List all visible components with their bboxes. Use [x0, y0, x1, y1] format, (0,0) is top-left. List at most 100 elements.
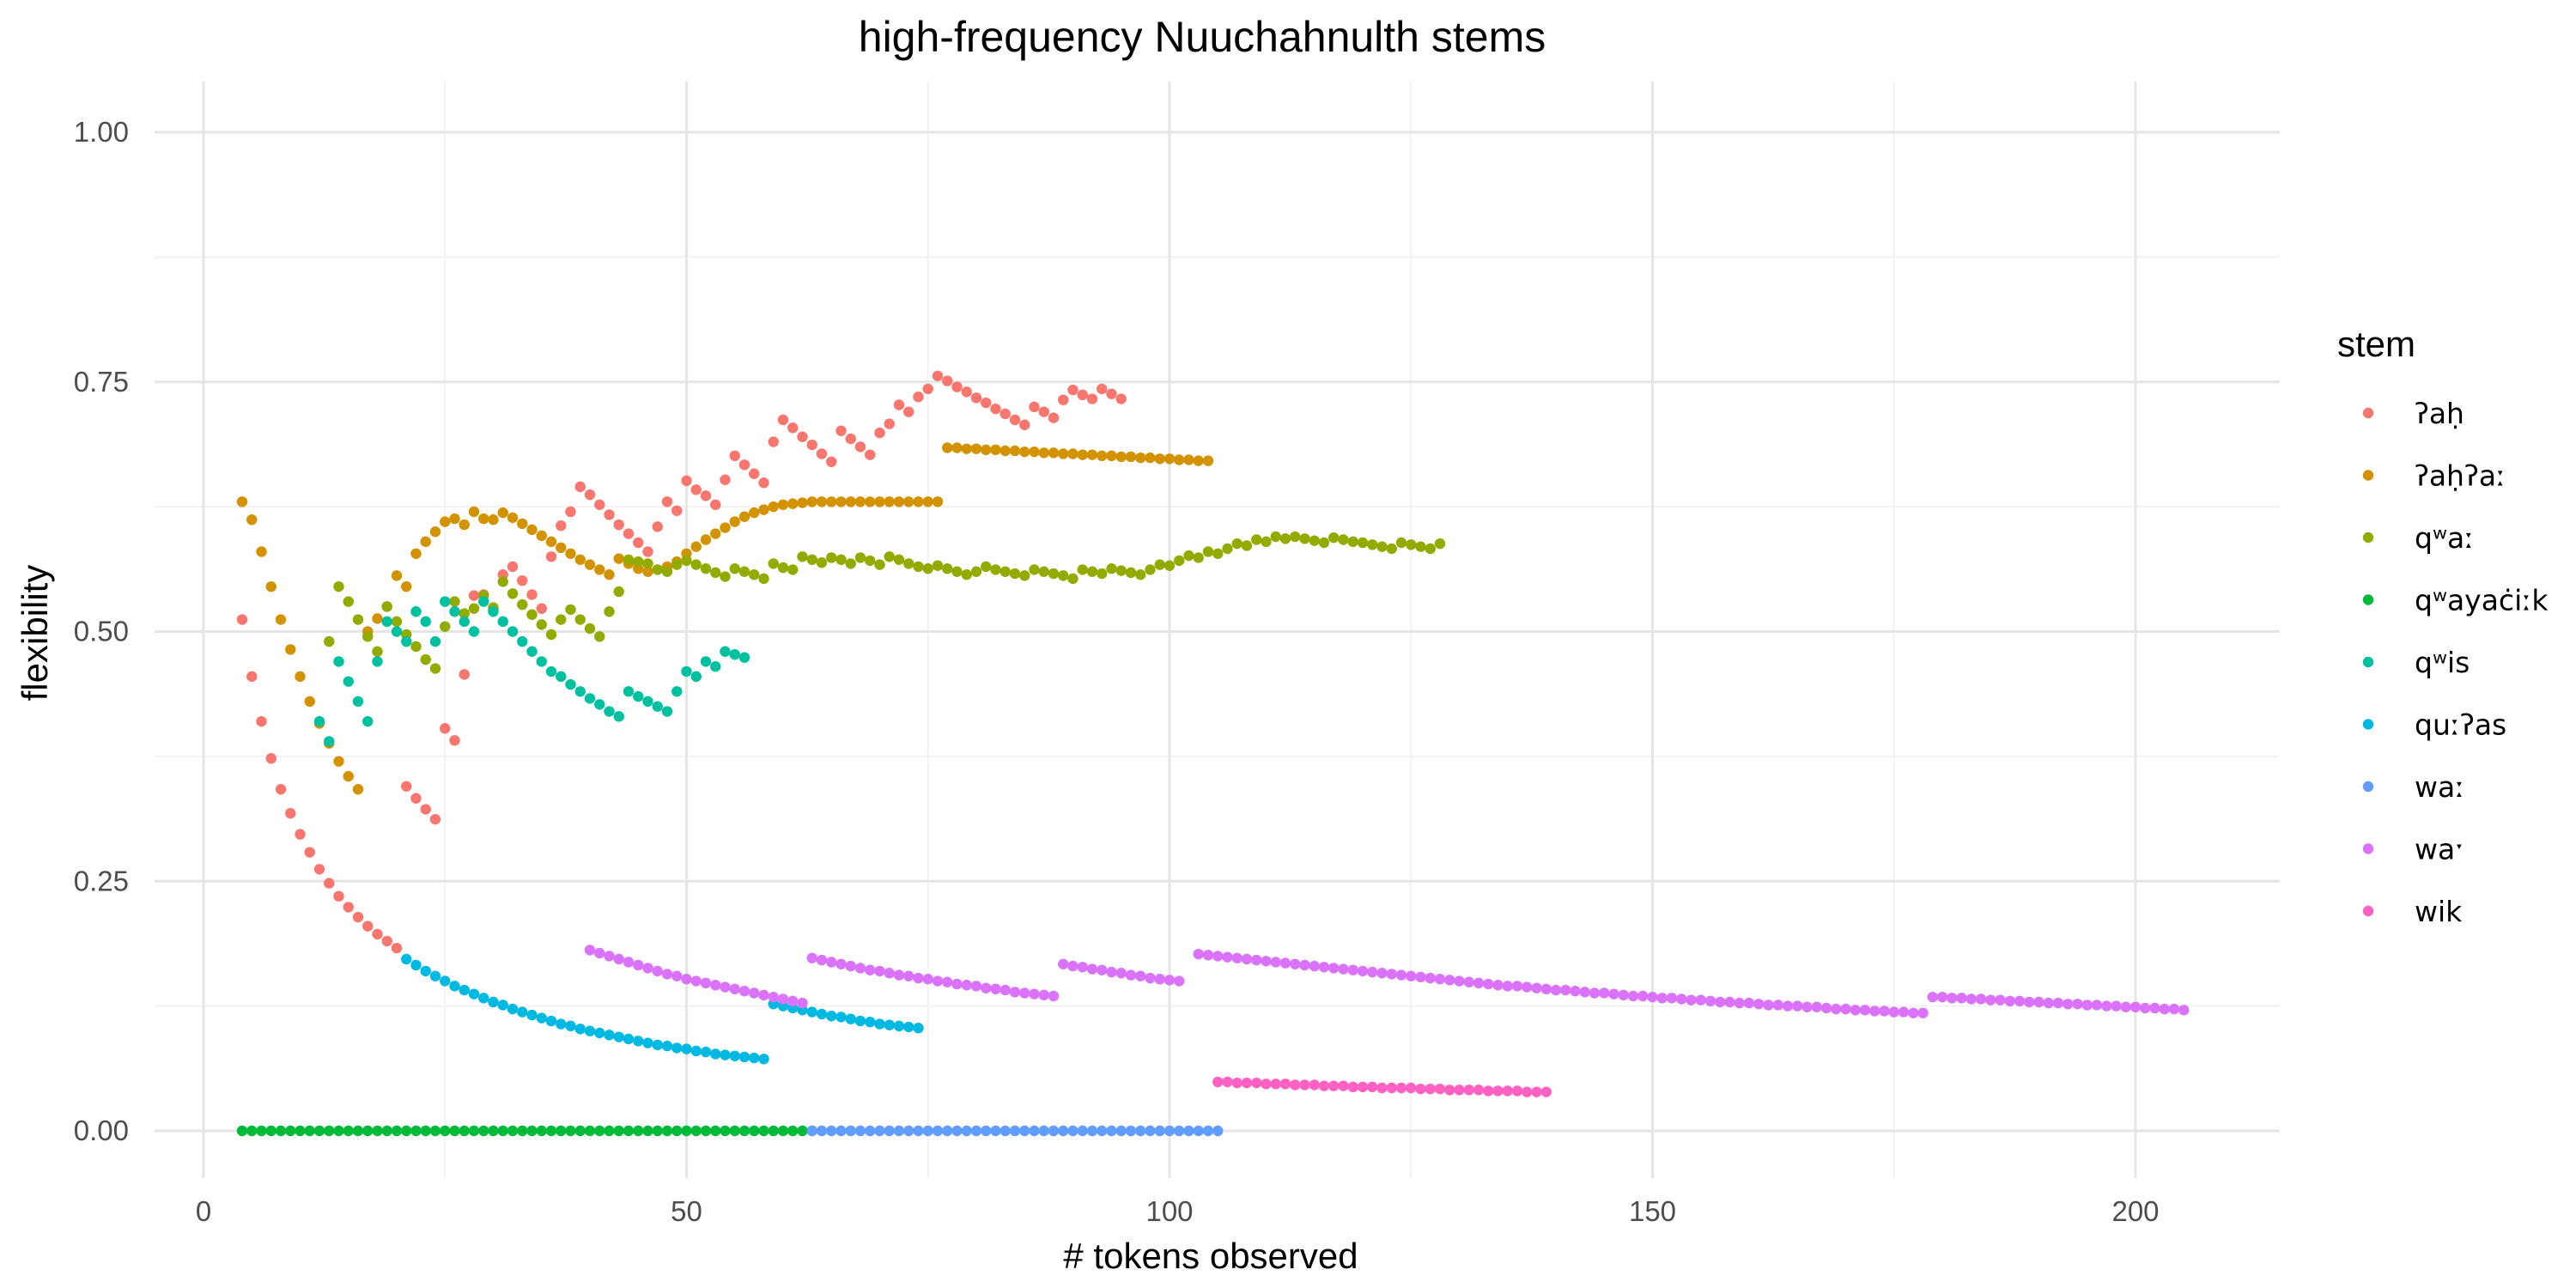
data-point	[884, 418, 895, 429]
data-point	[2091, 999, 2103, 1011]
data-point	[604, 706, 615, 717]
data-point	[285, 644, 296, 655]
data-point	[1820, 1002, 1832, 1014]
data-point	[2129, 1001, 2142, 1012]
data-point	[1231, 538, 1242, 550]
data-point	[720, 522, 731, 533]
data-point	[1279, 1078, 1291, 1090]
data-point	[845, 1125, 856, 1137]
data-point	[1058, 958, 1069, 969]
data-point	[874, 427, 885, 439]
data-point	[1058, 448, 1069, 459]
data-point	[865, 555, 876, 567]
data-point	[1019, 987, 1030, 999]
data-point	[981, 561, 992, 573]
data-point	[738, 1051, 750, 1063]
data-point	[1724, 996, 1735, 1008]
data-point	[1425, 972, 1436, 984]
data-point	[536, 603, 547, 614]
data-point	[845, 558, 856, 569]
data-point	[990, 564, 1001, 575]
data-point	[729, 1125, 740, 1137]
data-point	[1077, 1125, 1088, 1137]
data-point	[854, 496, 866, 507]
data-point	[1154, 559, 1165, 570]
data-point	[1058, 1125, 1069, 1137]
data-point	[1985, 994, 1996, 1005]
data-point	[574, 1024, 586, 1035]
data-point	[478, 1125, 489, 1137]
data-point	[681, 475, 692, 487]
data-point	[1406, 539, 1417, 550]
data-point	[420, 616, 431, 628]
data-point	[391, 626, 403, 637]
data-point	[1029, 1125, 1040, 1137]
data-point	[777, 562, 789, 574]
data-point	[2120, 1001, 2131, 1012]
data-point	[738, 511, 750, 522]
data-point	[1067, 960, 1078, 972]
data-point	[1492, 1085, 1504, 1097]
data-point	[401, 635, 412, 647]
data-point	[1328, 1080, 1340, 1091]
data-point	[478, 596, 489, 607]
data-point	[932, 496, 944, 507]
data-point	[1145, 564, 1156, 575]
data-point	[835, 425, 847, 436]
data-point	[806, 439, 817, 451]
data-point	[429, 663, 441, 674]
x-axis-title: # tokens observed	[1063, 1236, 1358, 1276]
data-point	[1145, 1125, 1156, 1137]
data-point	[1163, 975, 1176, 986]
data-point	[835, 496, 847, 507]
data-point	[285, 1125, 296, 1137]
data-point	[1579, 987, 1590, 998]
data-point	[333, 656, 344, 667]
data-point	[1367, 966, 1378, 978]
data-point	[652, 965, 663, 977]
data-point	[236, 1125, 248, 1137]
data-point	[690, 1125, 702, 1137]
data-point	[1019, 570, 1030, 581]
legend-label: qʷis	[2415, 646, 2470, 679]
data-point	[1318, 962, 1330, 973]
data-point	[826, 1125, 837, 1137]
data-point	[613, 519, 624, 531]
data-point	[372, 613, 383, 624]
data-point	[749, 569, 760, 580]
data-point	[738, 652, 750, 663]
data-point	[913, 496, 924, 507]
data-point	[449, 981, 460, 992]
data-point	[758, 573, 769, 585]
series	[313, 596, 750, 747]
data-point	[459, 616, 470, 628]
data-point	[1251, 954, 1262, 966]
data-point	[749, 987, 760, 999]
data-point	[459, 984, 470, 996]
data-point	[1097, 450, 1108, 462]
data-point	[333, 890, 344, 902]
data-point	[333, 580, 344, 592]
data-point	[652, 564, 663, 575]
data-point	[1231, 1077, 1242, 1089]
data-point	[391, 942, 403, 954]
data-point	[429, 1125, 441, 1137]
data-point	[604, 509, 615, 520]
series	[324, 531, 1446, 674]
data-point	[729, 1050, 740, 1061]
data-point	[681, 974, 692, 985]
data-point	[536, 1012, 547, 1024]
data-point	[1154, 453, 1165, 465]
data-point	[343, 902, 354, 913]
data-point	[1241, 1077, 1253, 1089]
data-point	[903, 496, 914, 507]
data-point	[1212, 951, 1224, 962]
data-point	[884, 496, 895, 507]
data-point	[1454, 1084, 1465, 1096]
data-point	[874, 1125, 885, 1137]
data-point	[594, 564, 605, 575]
data-point	[1270, 1078, 1281, 1090]
data-point	[1193, 552, 1204, 563]
